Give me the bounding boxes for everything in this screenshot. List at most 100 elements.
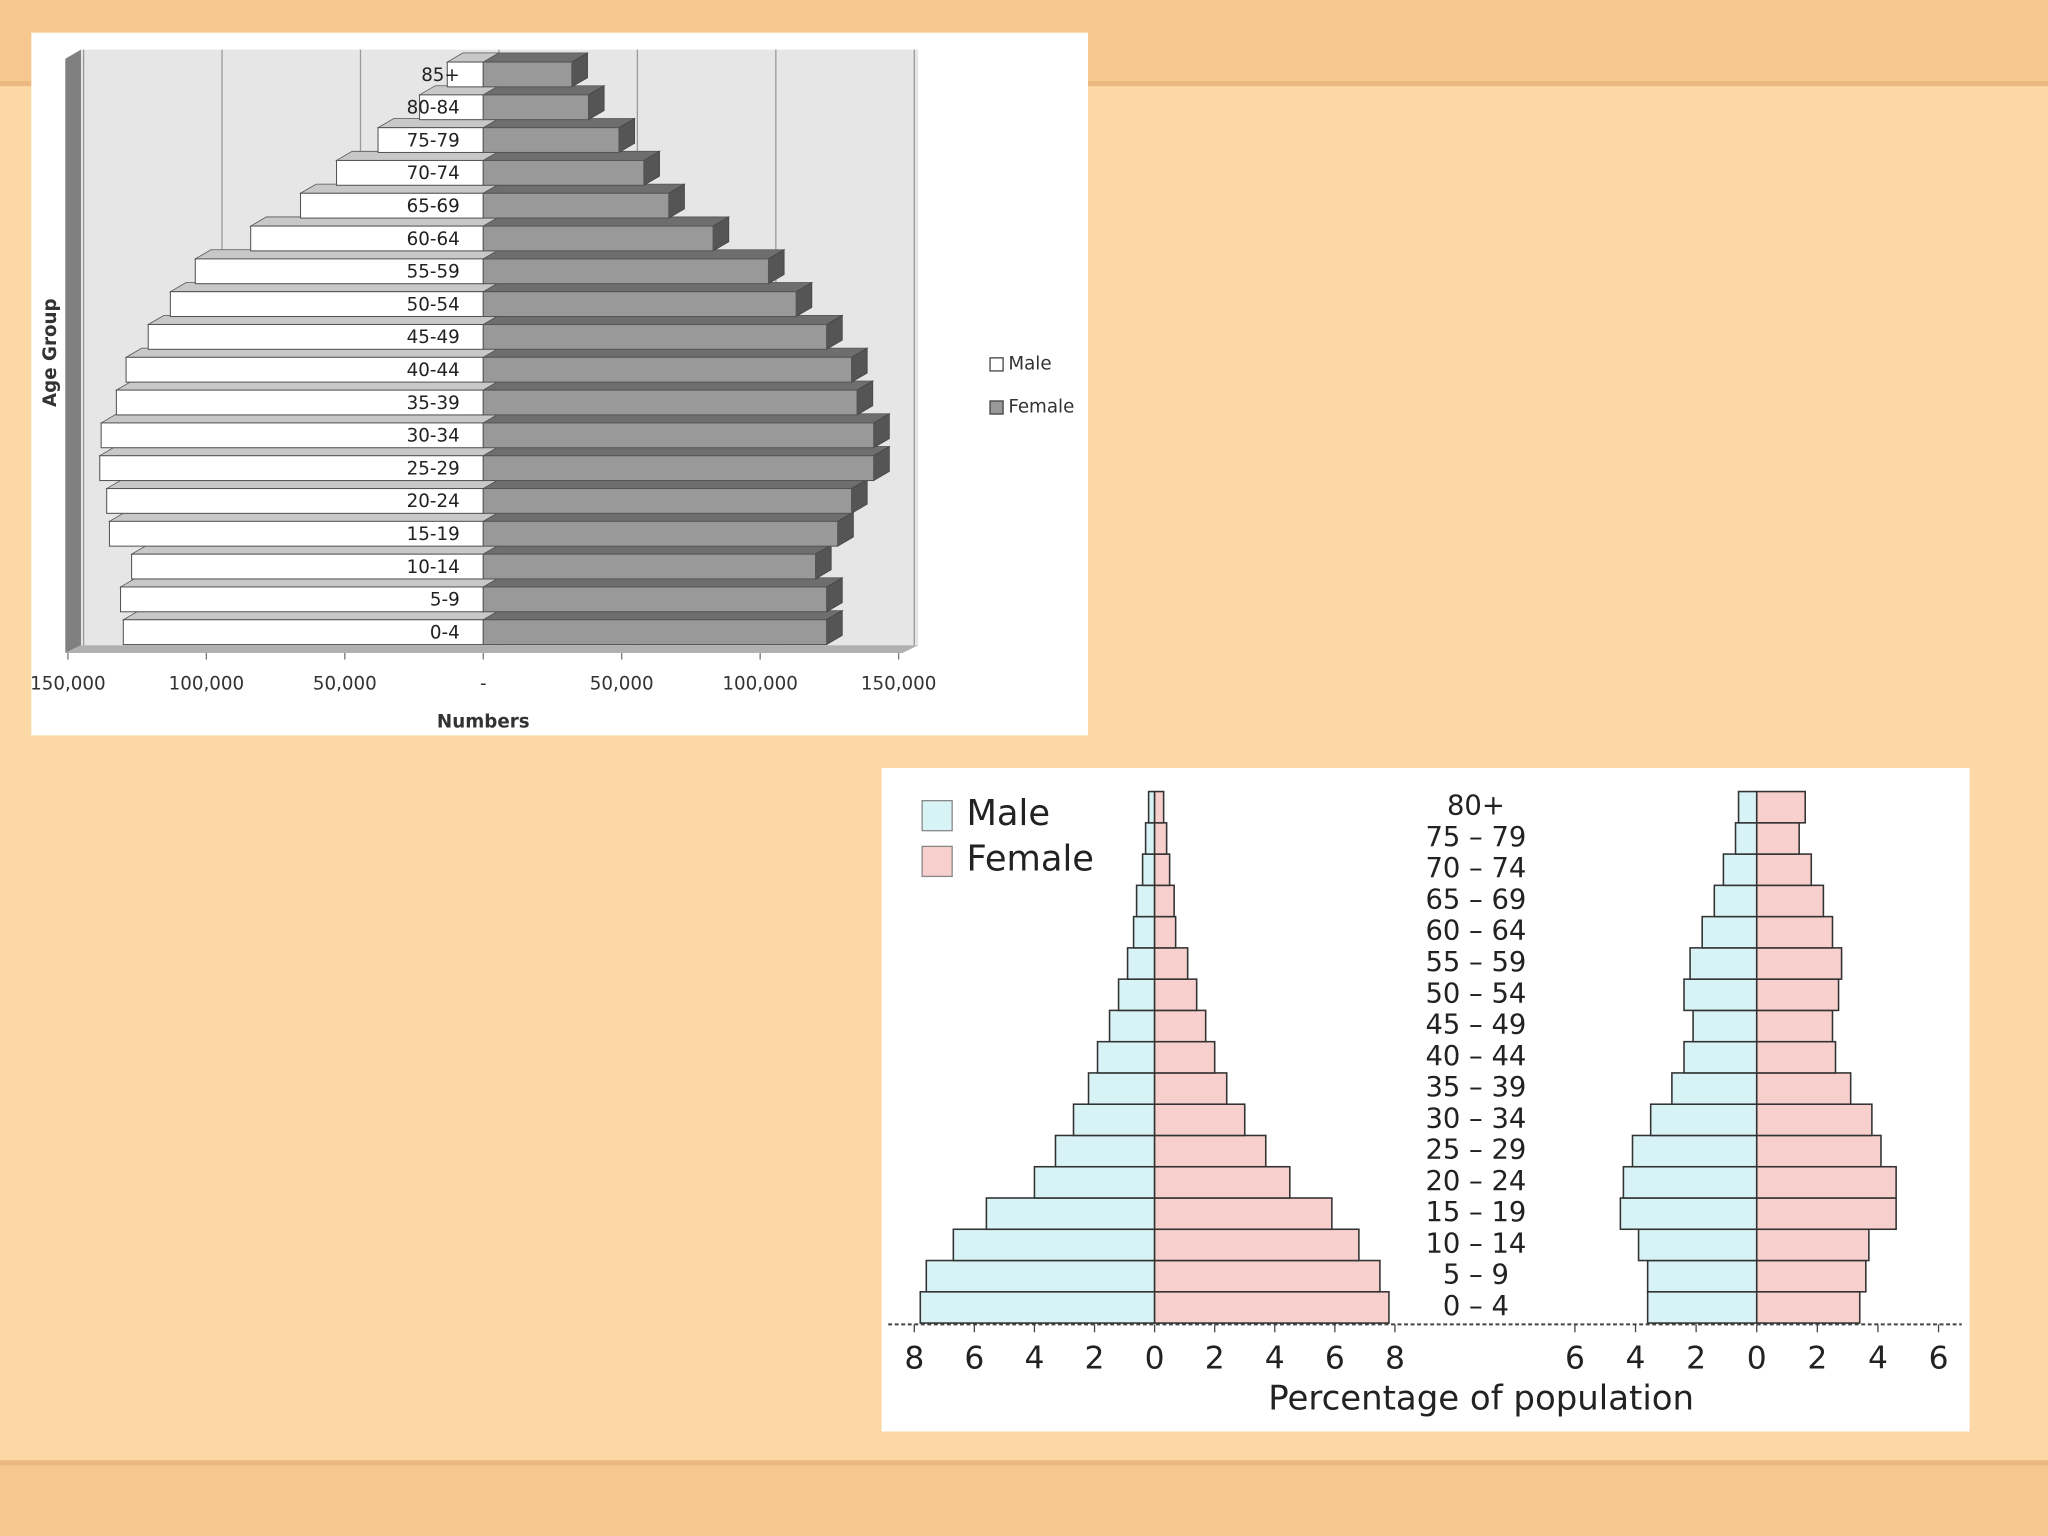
x-tick-label: 150,000 bbox=[30, 673, 106, 694]
y-tick-label: 25 – 29 bbox=[1425, 1135, 1526, 1166]
bar bbox=[919, 1291, 1156, 1324]
bar bbox=[482, 488, 853, 514]
bar bbox=[1135, 884, 1156, 918]
bar bbox=[1755, 1072, 1852, 1105]
bar bbox=[1755, 1259, 1867, 1293]
x-tick-label: 4 bbox=[1868, 1341, 1888, 1377]
bar bbox=[1649, 1103, 1758, 1137]
y-tick-label: 35-39 bbox=[407, 393, 460, 414]
y-tick-label: 60-64 bbox=[407, 229, 460, 250]
bar bbox=[147, 323, 484, 350]
x-axis-title: Percentage of population bbox=[1268, 1379, 1694, 1419]
x-tick-label: 8 bbox=[904, 1341, 924, 1377]
y-axis-title: Age Group bbox=[40, 298, 61, 407]
bar bbox=[1144, 822, 1156, 855]
bar bbox=[1153, 853, 1171, 887]
bar bbox=[482, 619, 828, 646]
bar bbox=[1755, 1291, 1861, 1324]
bar bbox=[1755, 1103, 1873, 1137]
x-tick-label: 6 bbox=[964, 1341, 984, 1377]
x-tick-label: 100,000 bbox=[169, 673, 245, 694]
y-tick-label: 45-49 bbox=[407, 327, 460, 348]
y-tick-label: 80-84 bbox=[407, 98, 460, 119]
bar bbox=[1153, 947, 1189, 980]
bar bbox=[1153, 1009, 1207, 1043]
bar bbox=[1755, 1165, 1897, 1199]
bar bbox=[1755, 978, 1840, 1012]
bar bbox=[1637, 1228, 1758, 1262]
y-tick-label: 0-4 bbox=[430, 622, 460, 643]
bar bbox=[482, 553, 817, 580]
bar bbox=[925, 1259, 1156, 1293]
bar bbox=[1153, 1040, 1216, 1074]
bar bbox=[1132, 915, 1156, 949]
bar bbox=[1734, 822, 1758, 855]
floor bbox=[65, 645, 919, 654]
bar bbox=[120, 586, 484, 613]
bar bbox=[1755, 822, 1800, 855]
y-tick-label: 70 – 74 bbox=[1425, 853, 1526, 884]
bar bbox=[1692, 1009, 1758, 1043]
bar bbox=[1033, 1165, 1156, 1199]
y-tick-label: 85+ bbox=[421, 65, 460, 86]
bar bbox=[482, 356, 853, 383]
bar bbox=[482, 520, 839, 547]
bar bbox=[1117, 978, 1156, 1012]
x-tick-label: 50,000 bbox=[590, 673, 654, 694]
y-tick-label: 75 – 79 bbox=[1425, 822, 1526, 853]
bar-top bbox=[481, 52, 589, 63]
x-tick-label: 0 bbox=[1747, 1341, 1767, 1377]
bar bbox=[1713, 884, 1758, 918]
y-tick-label: 20 – 24 bbox=[1425, 1166, 1526, 1197]
bar bbox=[108, 520, 484, 547]
y-tick-label: 60 – 64 bbox=[1425, 916, 1526, 947]
bar bbox=[1755, 1134, 1882, 1168]
x-tick-label: - bbox=[480, 673, 487, 694]
y-tick-label: 5 – 9 bbox=[1443, 1260, 1509, 1291]
y-tick-label: 55 – 59 bbox=[1425, 947, 1526, 978]
bar bbox=[1153, 790, 1165, 824]
bar bbox=[1619, 1197, 1758, 1231]
bar bbox=[482, 389, 858, 416]
y-tick-label: 15-19 bbox=[407, 524, 460, 545]
x-tick-label: 2 bbox=[1205, 1341, 1225, 1377]
bar bbox=[1147, 790, 1156, 824]
bar bbox=[1153, 884, 1175, 918]
x-tick-label: 2 bbox=[1807, 1341, 1827, 1377]
bar bbox=[482, 192, 670, 219]
y-tick-label: 30 – 34 bbox=[1425, 1103, 1526, 1134]
bar bbox=[1141, 853, 1156, 887]
bar bbox=[1689, 947, 1758, 980]
bar bbox=[1701, 915, 1758, 949]
bar bbox=[1646, 1259, 1758, 1293]
x-tick-label: 4 bbox=[1265, 1341, 1285, 1377]
bar bbox=[1153, 1259, 1381, 1293]
bar bbox=[1153, 978, 1198, 1012]
bar bbox=[1755, 1228, 1870, 1262]
y-tick-label: 20-24 bbox=[407, 491, 460, 512]
y-tick-label: 50-54 bbox=[407, 294, 460, 315]
x-tick-label: 150,000 bbox=[861, 673, 937, 694]
x-tick-label: 0 bbox=[1145, 1341, 1165, 1377]
bar bbox=[1153, 1165, 1291, 1199]
bar bbox=[335, 159, 484, 186]
bar bbox=[1153, 1134, 1267, 1168]
legend-swatch bbox=[989, 357, 1004, 372]
x-tick-label: 2 bbox=[1085, 1341, 1105, 1377]
x-tick-label: 6 bbox=[1325, 1341, 1345, 1377]
y-tick-label: 35 – 39 bbox=[1425, 1072, 1526, 1103]
bar bbox=[482, 127, 620, 153]
bar bbox=[250, 225, 484, 252]
bar bbox=[1722, 853, 1758, 887]
bar bbox=[1096, 1040, 1156, 1074]
y-tick-label: 40 – 44 bbox=[1425, 1041, 1526, 1072]
bar bbox=[482, 422, 875, 449]
legend-label: Female bbox=[967, 839, 1094, 880]
bar bbox=[1072, 1103, 1156, 1137]
bar bbox=[1631, 1134, 1758, 1168]
x-tick-label: 4 bbox=[1626, 1341, 1646, 1377]
x-axis-title: Numbers bbox=[437, 711, 530, 732]
x-tick-label: 6 bbox=[1929, 1341, 1949, 1377]
